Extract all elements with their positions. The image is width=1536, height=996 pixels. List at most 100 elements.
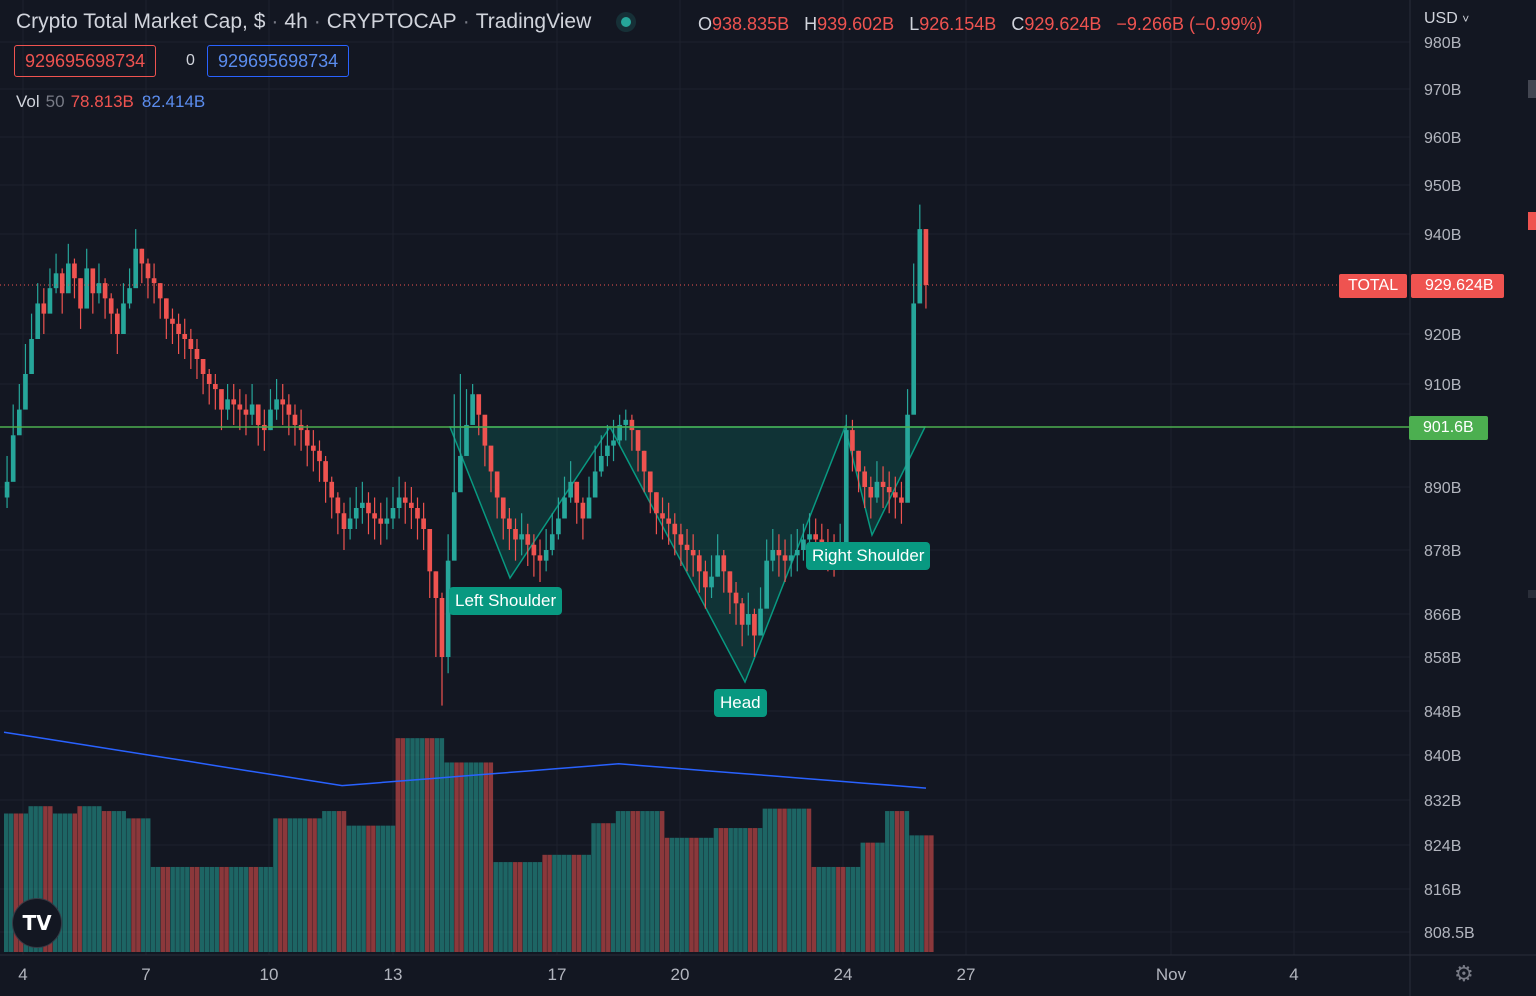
candle-body xyxy=(213,384,218,390)
candle-body xyxy=(654,492,659,514)
buy-price-box[interactable]: 929695698734 xyxy=(207,45,350,77)
volume-bar xyxy=(919,835,924,952)
time-tick-label: 17 xyxy=(548,965,567,984)
candle-body xyxy=(788,555,794,561)
candle-body xyxy=(439,598,445,657)
candle-body xyxy=(372,513,377,519)
time-tick-label: 24 xyxy=(834,965,853,984)
volume-bar xyxy=(136,818,141,952)
volume-bar xyxy=(185,866,190,952)
candle-body xyxy=(341,513,347,529)
volume-bar xyxy=(253,866,259,952)
candle-body xyxy=(605,445,610,456)
volume-bar xyxy=(121,811,126,952)
candle-body xyxy=(311,445,316,451)
volume-ma-line-path xyxy=(3,731,927,789)
interval-label[interactable]: 4h xyxy=(284,10,308,33)
open-key: O xyxy=(698,14,713,34)
candle-body xyxy=(764,560,769,609)
volume-bar xyxy=(273,818,278,952)
candle-body xyxy=(35,303,41,339)
volume-bar xyxy=(243,866,249,952)
candle-body xyxy=(378,518,384,524)
volume-bar xyxy=(845,866,851,952)
volume-bar xyxy=(331,811,337,952)
left-shoulder-label[interactable]: Left Shoulder xyxy=(449,587,563,615)
candle-body xyxy=(225,399,230,410)
volume-bar xyxy=(234,866,239,952)
volume-bar xyxy=(292,818,298,952)
volume-bar xyxy=(620,811,626,952)
volume-bar xyxy=(8,813,14,952)
candle-body xyxy=(617,424,622,441)
candle-body xyxy=(678,534,684,545)
candle-body xyxy=(249,404,255,415)
volume-ma-length: 50 xyxy=(45,92,65,111)
symbol-title[interactable]: Crypto Total Market Cap, $ xyxy=(16,10,266,33)
candle-body xyxy=(807,534,812,540)
volume-bar xyxy=(542,854,547,952)
volume-bar xyxy=(601,823,606,952)
volume-bar xyxy=(733,828,738,952)
volume-bar xyxy=(385,825,391,952)
candle-body xyxy=(782,555,788,561)
volume-bar xyxy=(801,808,807,952)
candle-body xyxy=(880,481,886,487)
candlesticks xyxy=(4,204,929,706)
candle-body xyxy=(494,471,500,498)
volume-bar xyxy=(38,806,43,952)
price-tick-label: 910B xyxy=(1424,377,1461,394)
volume-bar xyxy=(655,811,660,952)
provider-label: TradingView xyxy=(475,10,592,33)
market-status-icon[interactable] xyxy=(621,17,632,27)
volume-bars xyxy=(4,738,934,952)
volume-bar xyxy=(180,866,185,952)
volume-bar xyxy=(689,837,694,952)
head-label[interactable]: Head xyxy=(714,689,767,717)
right-shoulder-label[interactable]: Right Shoulder xyxy=(806,542,931,570)
candle-body xyxy=(10,435,16,482)
volume-bar xyxy=(630,811,636,952)
volume-bar xyxy=(194,866,200,952)
volume-bar xyxy=(537,862,543,952)
candle-body xyxy=(776,550,782,556)
volume-bar xyxy=(229,866,234,952)
volume-bar xyxy=(312,818,317,952)
gear-icon[interactable]: ⚙ xyxy=(1454,961,1474,986)
volume-bar xyxy=(929,835,934,952)
candle-body xyxy=(709,576,714,588)
candle-body xyxy=(923,229,929,285)
volume-bar xyxy=(645,811,650,952)
candle-body xyxy=(286,404,292,415)
candle-body xyxy=(84,268,90,309)
volume-bar xyxy=(610,823,616,952)
volume-bar xyxy=(772,808,777,952)
tradingview-logo-icon[interactable]: TV xyxy=(12,898,62,948)
scrollbar-thumb[interactable] xyxy=(1528,80,1536,98)
price-tick-label: 950B xyxy=(1424,178,1461,195)
volume-bar xyxy=(400,738,405,952)
candle-body xyxy=(703,571,708,588)
currency-selector[interactable]: USD ˅ xyxy=(1424,10,1469,28)
volume-bar xyxy=(97,806,102,952)
last-price-tag: 929.624B xyxy=(1411,274,1504,298)
separator: · xyxy=(313,10,321,33)
volume-bar xyxy=(699,837,704,952)
sell-price-box[interactable]: 929695698734 xyxy=(14,45,157,77)
candle-body xyxy=(850,430,855,451)
volume-bar xyxy=(914,835,919,952)
volume-legend[interactable]: Vol 50 78.813B 82.414B xyxy=(16,92,205,112)
low-value: 926.154B xyxy=(919,14,997,34)
candle-body xyxy=(752,614,757,636)
candle-body xyxy=(592,471,598,498)
volume-bar xyxy=(302,818,308,952)
volume-bar xyxy=(581,854,587,952)
high-value: 939.602B xyxy=(817,14,895,34)
candle-body xyxy=(53,273,59,289)
currency-label: USD xyxy=(1424,10,1458,27)
volume-bar xyxy=(894,811,900,952)
volume-bar xyxy=(552,854,557,952)
volume-bar xyxy=(586,854,591,952)
candle-body xyxy=(268,409,273,431)
